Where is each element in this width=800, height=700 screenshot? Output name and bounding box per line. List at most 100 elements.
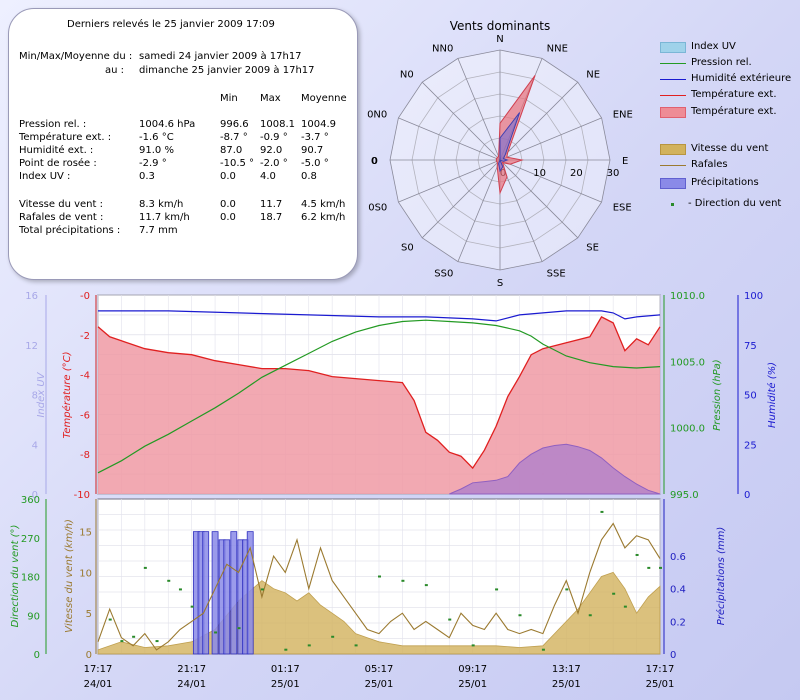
tick-label: -6 bbox=[80, 410, 90, 421]
radar-direction-label: SS0 bbox=[434, 269, 453, 280]
wind-direction-point bbox=[108, 618, 112, 621]
tick-label: 4 bbox=[32, 440, 38, 451]
legend-swatch bbox=[660, 178, 686, 189]
radar-direction-label: 0N0 bbox=[367, 109, 387, 120]
legend-item: Index UV bbox=[660, 40, 800, 56]
legend-label: Température ext. bbox=[691, 89, 777, 100]
stat-avg: 0.8 bbox=[301, 171, 317, 182]
stat-value: 7.7 mm bbox=[139, 225, 178, 236]
period-label-from: Min/Max/Moyenne du : bbox=[19, 51, 133, 62]
radar-direction-label: N bbox=[496, 34, 503, 45]
legend-swatch bbox=[660, 42, 686, 53]
x-tick-time: 01:17 bbox=[271, 664, 300, 675]
stat-value: -1.6 °C bbox=[139, 132, 174, 143]
stat-label: Pression rel. : bbox=[19, 119, 87, 130]
tick-label: 25 bbox=[744, 440, 757, 451]
tick-label: 0 bbox=[744, 490, 750, 501]
wind-direction-point bbox=[120, 640, 124, 643]
wind-direction-point bbox=[237, 627, 241, 630]
stat-label: Température ext. : bbox=[19, 132, 112, 143]
radar-direction-label: 0S0 bbox=[368, 203, 387, 214]
tick-label: 180 bbox=[21, 573, 40, 584]
tick-label: -0 bbox=[80, 291, 90, 302]
radar-spoke bbox=[457, 58, 501, 161]
stat-label: Total précipitations : bbox=[19, 225, 121, 236]
stat-avg: 6.2 km/h bbox=[301, 212, 346, 223]
tick-label: 90 bbox=[27, 611, 40, 622]
tick-label: 10 bbox=[79, 568, 92, 579]
wind-direction-point bbox=[635, 553, 639, 556]
stat-avg: 4.5 km/h bbox=[301, 199, 346, 210]
col-avg-header: Moyenne bbox=[301, 93, 347, 104]
axis-title: Index UV bbox=[36, 371, 47, 417]
radar-spoke bbox=[421, 159, 501, 239]
legend-item: Précipitations bbox=[660, 176, 800, 192]
legend-item: Vitesse du vent bbox=[660, 142, 800, 158]
tick-label: 0.6 bbox=[670, 552, 686, 563]
stat-max: 4.0 bbox=[260, 171, 276, 182]
wind-direction-point bbox=[155, 640, 159, 643]
wind-direction-point bbox=[401, 579, 405, 582]
stat-min: 0.0 bbox=[220, 199, 236, 210]
tick-label: 1010.0 bbox=[670, 291, 705, 302]
legend-item: - Direction du vent bbox=[660, 197, 800, 213]
x-tick-date: 25/01 bbox=[365, 679, 394, 690]
tick-label: 995.0 bbox=[670, 490, 699, 501]
wind-direction-point bbox=[623, 605, 627, 608]
rain-bar bbox=[211, 531, 219, 655]
stat-label: Rafales de vent : bbox=[19, 212, 104, 223]
wind-direction-point bbox=[260, 588, 264, 591]
legend-label: Température ext. bbox=[691, 106, 777, 117]
wind-direction-point bbox=[612, 592, 616, 595]
col-min-header: Min bbox=[220, 93, 238, 104]
temperature-pressure-chart: -10 -8 -6 -4 -2 -0 0 4 8 12 16 995.0 1000.0 1005.0 101… bbox=[25, 291, 778, 501]
chart-title: Vents dominants bbox=[450, 19, 551, 33]
stat-avg: -3.7 ° bbox=[301, 132, 329, 143]
stat-max: 1008.1 bbox=[260, 119, 295, 130]
stat-label: Humidité ext. : bbox=[19, 145, 94, 156]
tick-label: 100 bbox=[744, 291, 763, 302]
stat-max: 18.7 bbox=[260, 212, 283, 223]
tick-label: -2 bbox=[80, 331, 90, 342]
humidity-line bbox=[98, 310, 661, 322]
tick-label: 270 bbox=[21, 534, 40, 545]
stat-min: -8.7 ° bbox=[220, 132, 248, 143]
wind-rain-chart: 0 90 180 270 360 0 5 10 15 0 0.2 0.4 0.6 Direction du… bbox=[10, 495, 727, 661]
stat-value: 1004.6 hPa bbox=[139, 119, 196, 130]
x-tick-time: 09:17 bbox=[458, 664, 487, 675]
tick-label: 8 bbox=[32, 391, 38, 402]
period-from: samedi 24 janvier 2009 à 17h17 bbox=[139, 51, 302, 62]
wind-direction-point bbox=[284, 648, 288, 651]
stat-value: 91.0 % bbox=[139, 145, 174, 156]
stat-min: 996.6 bbox=[220, 119, 249, 130]
stat-max: -0.9 ° bbox=[260, 132, 288, 143]
stat-value: -2.9 ° bbox=[139, 158, 167, 169]
wind-direction-point bbox=[541, 648, 545, 651]
rain-bar bbox=[230, 531, 238, 655]
wind-direction-point bbox=[659, 566, 662, 569]
radar-series-area bbox=[498, 112, 521, 173]
x-tick-date: 25/01 bbox=[458, 679, 487, 690]
legend-label: - Direction du vent bbox=[688, 198, 782, 209]
legend-swatch bbox=[671, 203, 674, 206]
legend-swatch bbox=[660, 63, 686, 64]
stat-max: 11.7 bbox=[260, 199, 283, 210]
period-label-to: au : bbox=[105, 65, 125, 76]
axis-title: Température (°C) bbox=[61, 352, 73, 439]
radar-direction-label: SE bbox=[586, 242, 599, 253]
radar-tick-label: 10 bbox=[533, 168, 546, 179]
tick-label: 50 bbox=[744, 391, 757, 402]
axis-title: Humidité (%) bbox=[766, 362, 778, 428]
wind-direction-point bbox=[471, 644, 475, 647]
radar-direction-label: S bbox=[497, 278, 503, 289]
radar-direction-label: ENE bbox=[613, 109, 633, 120]
x-tick-date: 25/01 bbox=[552, 679, 581, 690]
stats-title: Derniers relevés le 25 janvier 2009 17:0… bbox=[67, 19, 275, 30]
legend-swatch bbox=[660, 79, 686, 80]
radar-direction-label: SSE bbox=[547, 269, 566, 280]
legend-item: Température ext. bbox=[660, 88, 800, 104]
stat-min: 87.0 bbox=[220, 145, 243, 156]
radar-direction-label: 0 bbox=[372, 156, 378, 167]
period-to: dimanche 25 janvier 2009 à 17h17 bbox=[139, 65, 315, 76]
radar-direction-label: N0 bbox=[400, 70, 414, 81]
